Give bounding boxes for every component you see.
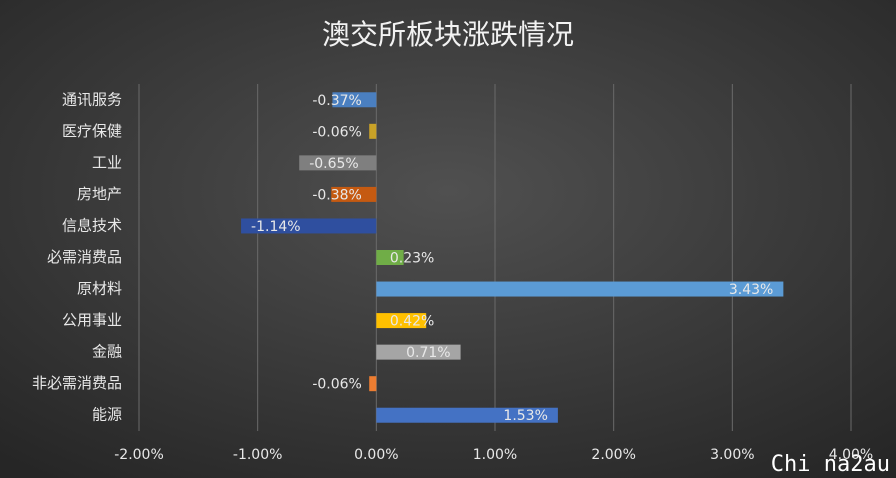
y-tick-label: 医疗保健 bbox=[62, 122, 122, 140]
y-tick-label: 非必需消费品 bbox=[32, 374, 122, 392]
y-tick-label: 能源 bbox=[92, 406, 122, 424]
value-label: -1.14% bbox=[251, 219, 301, 235]
chart-title: 澳交所板块涨跌情况 bbox=[322, 18, 574, 51]
value-label: 0.71% bbox=[406, 345, 450, 361]
value-label: -0.06% bbox=[312, 377, 362, 393]
value-label: -0.06% bbox=[312, 124, 362, 140]
value-label: 3.43% bbox=[729, 282, 773, 298]
bar bbox=[376, 407, 558, 423]
watermark: Chi na2au bbox=[771, 452, 890, 477]
bar bbox=[376, 250, 404, 265]
value-label: -0.38% bbox=[312, 187, 362, 203]
y-tick-label: 通讯服务 bbox=[62, 90, 122, 108]
y-tick-label: 原材料 bbox=[77, 280, 122, 298]
bar bbox=[376, 313, 427, 329]
x-tick-label: -2.00% bbox=[114, 447, 164, 463]
value-label: 0.23% bbox=[390, 251, 434, 267]
bar bbox=[376, 344, 461, 360]
y-tick-label: 公用事业 bbox=[62, 311, 122, 329]
y-tick-label: 房地产 bbox=[77, 185, 122, 203]
y-tick-label: 必需消费品 bbox=[47, 248, 122, 266]
bar bbox=[369, 123, 377, 139]
y-tick-label: 金融 bbox=[92, 343, 122, 361]
bar bbox=[241, 218, 377, 234]
bar bbox=[331, 186, 377, 202]
value-label: 0.42% bbox=[390, 314, 434, 330]
bar bbox=[369, 376, 377, 392]
y-tick-label: 信息技术 bbox=[62, 216, 122, 234]
x-tick-label: 0.00% bbox=[354, 447, 398, 463]
value-label: -0.65% bbox=[309, 156, 359, 172]
x-tick-label: 2.00% bbox=[591, 447, 635, 463]
bar bbox=[299, 155, 377, 171]
bar bbox=[332, 92, 377, 108]
bar bbox=[376, 281, 784, 297]
x-tick-label: 3.00% bbox=[710, 447, 754, 463]
value-label: -0.37% bbox=[312, 93, 362, 109]
x-tick-label: 4.00% bbox=[829, 447, 873, 463]
x-tick-label: 1.00% bbox=[473, 447, 517, 463]
y-tick-label: 工业 bbox=[92, 153, 122, 171]
x-tick-label: -1.00% bbox=[233, 447, 283, 463]
value-label: 1.53% bbox=[503, 408, 547, 424]
